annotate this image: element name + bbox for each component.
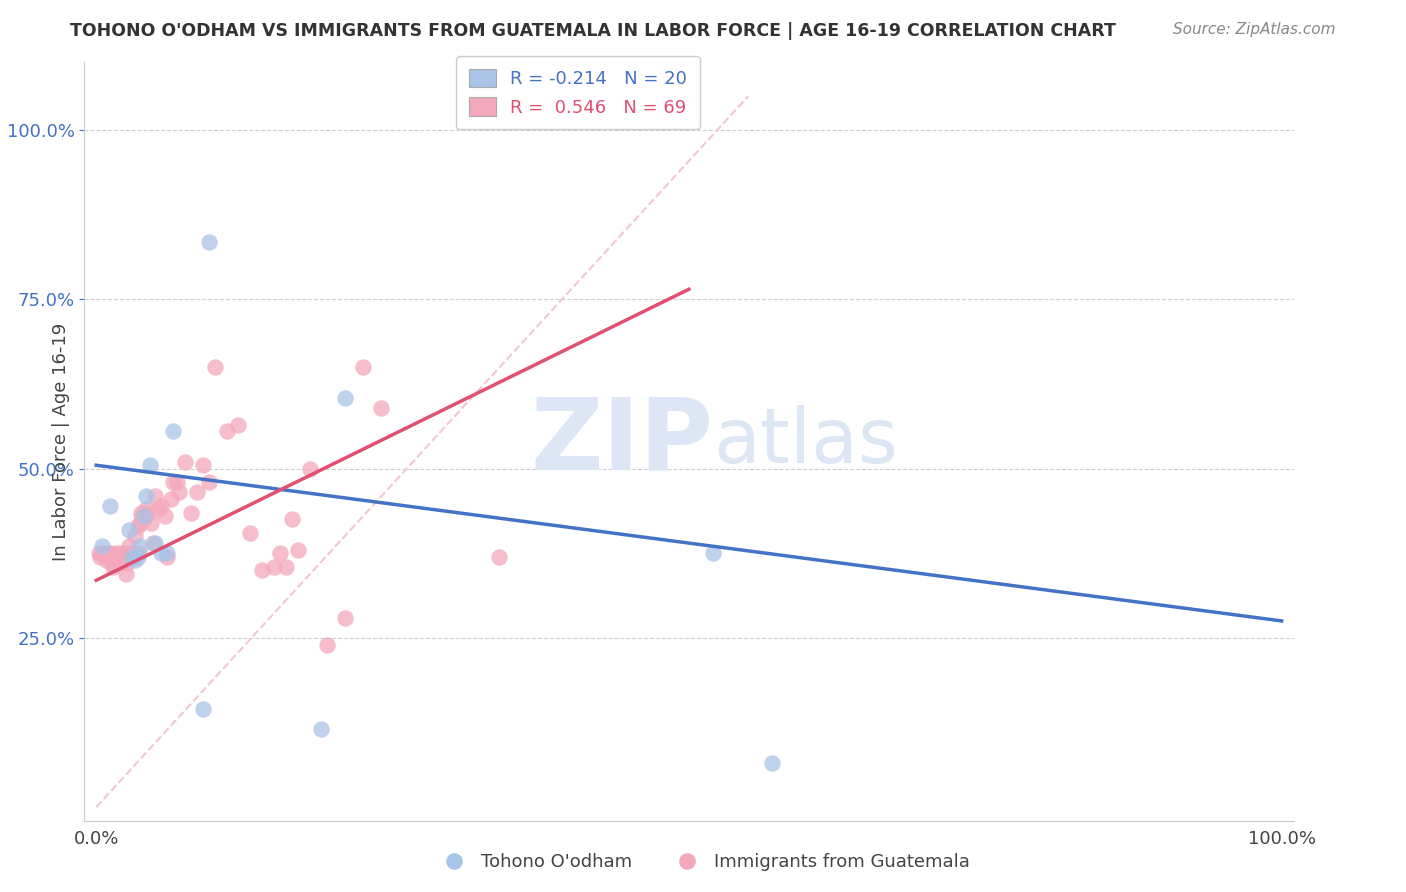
Point bbox=[166, 475, 188, 490]
Point bbox=[117, 549, 139, 564]
Point bbox=[281, 512, 304, 526]
Point bbox=[101, 559, 124, 574]
Point bbox=[145, 489, 167, 503]
Point bbox=[97, 549, 120, 564]
Point bbox=[142, 536, 165, 550]
Point bbox=[145, 536, 167, 550]
Point bbox=[274, 559, 297, 574]
Point bbox=[215, 425, 238, 439]
Point bbox=[94, 553, 117, 567]
Point bbox=[132, 508, 155, 523]
Point bbox=[104, 553, 127, 567]
Point bbox=[91, 546, 114, 560]
Point bbox=[129, 540, 152, 554]
Point bbox=[107, 557, 129, 571]
Point bbox=[131, 508, 153, 523]
Point bbox=[191, 702, 214, 716]
Point bbox=[105, 546, 128, 560]
Point bbox=[139, 516, 162, 530]
Point bbox=[135, 489, 157, 503]
Point bbox=[100, 549, 122, 564]
Point bbox=[129, 506, 152, 520]
Point bbox=[298, 461, 321, 475]
Point bbox=[162, 475, 184, 490]
Point bbox=[156, 549, 179, 564]
Point bbox=[186, 485, 208, 500]
Point bbox=[156, 546, 179, 560]
Point bbox=[287, 542, 309, 557]
Point bbox=[150, 499, 173, 513]
Point bbox=[107, 549, 129, 564]
Point bbox=[370, 401, 392, 415]
Point bbox=[269, 546, 291, 560]
Point bbox=[128, 546, 150, 560]
Point bbox=[191, 458, 214, 473]
Point bbox=[311, 723, 333, 737]
Text: TOHONO O'ODHAM VS IMMIGRANTS FROM GUATEMALA IN LABOR FORCE | AGE 16-19 CORRELATI: TOHONO O'ODHAM VS IMMIGRANTS FROM GUATEM… bbox=[70, 22, 1116, 40]
Point bbox=[162, 425, 184, 439]
Point bbox=[91, 546, 114, 560]
Point bbox=[122, 549, 145, 564]
Point bbox=[160, 492, 183, 507]
Point bbox=[239, 525, 262, 540]
Point bbox=[263, 559, 285, 574]
Point bbox=[111, 557, 134, 571]
Point bbox=[316, 638, 339, 652]
Text: atlas: atlas bbox=[713, 405, 898, 478]
Point bbox=[91, 540, 114, 554]
Text: Source: ZipAtlas.com: Source: ZipAtlas.com bbox=[1173, 22, 1336, 37]
Point bbox=[110, 553, 132, 567]
Point bbox=[198, 235, 221, 249]
Point bbox=[87, 546, 110, 560]
Point bbox=[333, 610, 356, 624]
Point bbox=[115, 557, 138, 571]
Point bbox=[129, 516, 152, 530]
Point bbox=[127, 549, 149, 564]
Point bbox=[115, 566, 138, 581]
Point bbox=[150, 546, 173, 560]
Point bbox=[180, 506, 202, 520]
Point bbox=[138, 506, 160, 520]
Y-axis label: In Labor Force | Age 16-19: In Labor Force | Age 16-19 bbox=[52, 322, 70, 561]
Text: ZIP: ZIP bbox=[530, 393, 713, 490]
Point bbox=[174, 455, 197, 469]
Point bbox=[112, 549, 135, 564]
Point bbox=[118, 540, 141, 554]
Point bbox=[103, 558, 125, 572]
Point bbox=[761, 756, 783, 770]
Point bbox=[250, 563, 273, 577]
Point bbox=[118, 523, 141, 537]
Point bbox=[121, 549, 143, 564]
Point bbox=[121, 546, 143, 560]
Point bbox=[352, 360, 374, 375]
Legend: Tohono O'odham, Immigrants from Guatemala: Tohono O'odham, Immigrants from Guatemal… bbox=[429, 847, 977, 879]
Point bbox=[138, 458, 160, 473]
Point bbox=[98, 546, 121, 560]
Point bbox=[89, 549, 111, 564]
Point bbox=[114, 546, 136, 560]
Point bbox=[488, 549, 510, 564]
Point bbox=[124, 553, 146, 567]
Point bbox=[204, 360, 226, 375]
Point bbox=[153, 508, 176, 523]
Point bbox=[228, 417, 250, 432]
Point bbox=[127, 519, 149, 533]
Point bbox=[135, 502, 157, 516]
Point bbox=[702, 546, 724, 560]
Point bbox=[333, 391, 356, 405]
Legend: R = -0.214   N = 20, R =  0.546   N = 69: R = -0.214 N = 20, R = 0.546 N = 69 bbox=[456, 56, 700, 129]
Point bbox=[100, 499, 122, 513]
Point bbox=[132, 512, 155, 526]
Point bbox=[167, 485, 190, 500]
Point bbox=[96, 546, 118, 560]
Point bbox=[108, 546, 131, 560]
Point bbox=[93, 549, 115, 564]
Point bbox=[124, 529, 146, 543]
Point bbox=[146, 502, 169, 516]
Point bbox=[198, 475, 221, 490]
Point bbox=[100, 546, 122, 560]
